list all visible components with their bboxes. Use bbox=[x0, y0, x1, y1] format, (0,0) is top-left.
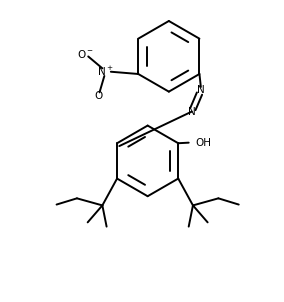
Text: $\mathregular{N}^+$: $\mathregular{N}^+$ bbox=[97, 65, 114, 78]
Text: N: N bbox=[188, 107, 196, 117]
Text: $\mathregular{O}^-$: $\mathregular{O}^-$ bbox=[77, 48, 94, 60]
Text: O: O bbox=[95, 91, 103, 101]
Text: OH: OH bbox=[195, 138, 211, 148]
Text: N: N bbox=[197, 85, 205, 95]
